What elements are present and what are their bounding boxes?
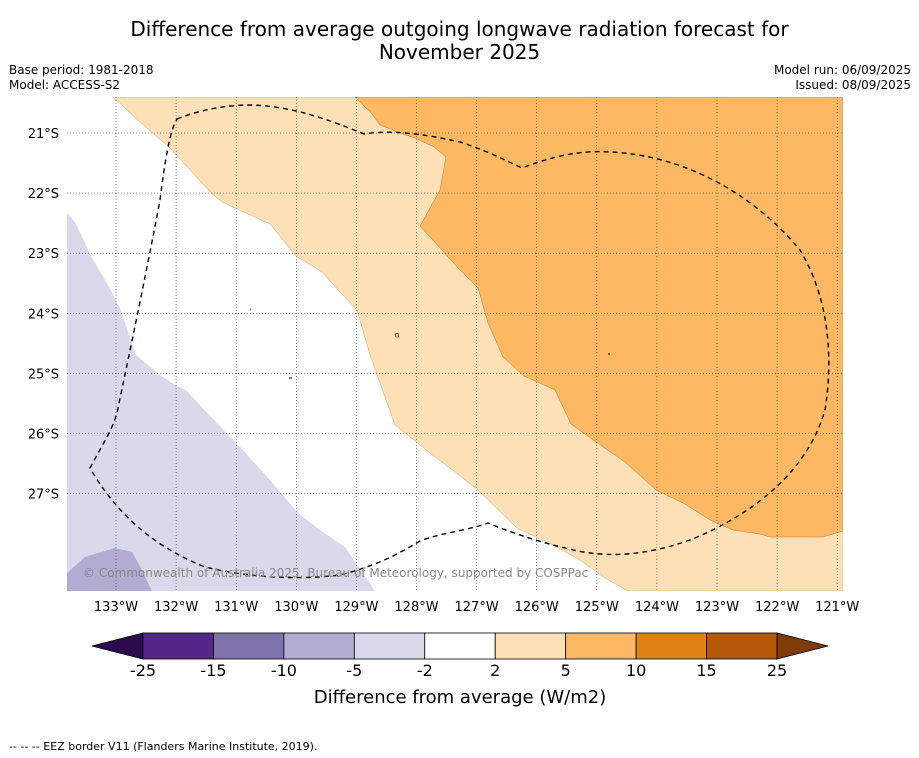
- longitude-tick-label: 122°W: [755, 600, 799, 615]
- island-mark: [249, 308, 252, 311]
- latitude-tick-label: 25°S: [28, 367, 59, 382]
- colorbar-tick-label: -15: [200, 661, 226, 680]
- colorbar-bin: [353, 632, 426, 660]
- colorbar-bin: [213, 632, 285, 660]
- latitude-labels: 21°S 22°S 23°S 24°S 25°S 26°S 27°S: [28, 127, 59, 503]
- region-neg5-neg2: [67, 213, 375, 591]
- longitude-tick-label: 131°W: [214, 600, 258, 615]
- colorbar-tick-label: -5: [346, 661, 362, 680]
- eez-footer-note: -- -- -- EEZ border V11 (Flanders Marine…: [9, 740, 318, 753]
- colorbar-tick-label: 5: [561, 661, 571, 680]
- eez-border: [89, 104, 830, 579]
- title-line-2: November 2025: [378, 40, 541, 64]
- copyright-text: © Commonwealth of Australia 2025, Bureau…: [83, 566, 588, 580]
- longitude-tick-label: 127°W: [455, 600, 499, 615]
- colorbar-tick-label: -10: [271, 661, 297, 680]
- base-period-text: Base period: 1981-2018: [9, 63, 154, 77]
- model-text: Model: ACCESS-S2: [9, 78, 121, 92]
- colorbar-bin: [494, 632, 567, 660]
- meta-left: Base period: 1981-2018 Model: ACCESS-S2: [9, 63, 154, 93]
- model-run-text: Model run: 06/09/2025: [773, 63, 911, 77]
- longitude-tick-label: 126°W: [515, 600, 559, 615]
- longitude-labels: 133°W 132°W 131°W 130°W 129°W 128°W 127°W 126°W…: [94, 600, 860, 615]
- colorbar-bin: [706, 632, 778, 660]
- colorbar-tick-label: 15: [696, 661, 716, 680]
- longitude-tick-label: 128°W: [394, 600, 438, 615]
- longitude-tick-label: 132°W: [154, 600, 198, 615]
- longitude-tick-label: 123°W: [695, 600, 739, 615]
- map-figure: © Commonwealth of Australia 2025, Bureau…: [28, 97, 860, 708]
- colorbar-bin: [565, 632, 637, 660]
- longitude-tick-label: 121°W: [815, 600, 859, 615]
- longitude-tick-label: 125°W: [575, 600, 619, 615]
- latitude-tick-label: 24°S: [28, 307, 59, 322]
- colorbar-tick-label: -2: [417, 661, 433, 680]
- latitude-tick-label: 27°S: [28, 488, 59, 503]
- colorbar-bin: [635, 632, 707, 660]
- region-neg10-neg5: [67, 548, 152, 591]
- latitude-tick-label: 21°S: [28, 127, 59, 142]
- colorbar-bin: [283, 632, 355, 660]
- colorbar-extend-high: [776, 632, 829, 660]
- colorbar-bin: [142, 632, 214, 660]
- title-line-1: Difference from average outgoing longwav…: [130, 17, 789, 41]
- colorbar-extend-low: [91, 632, 144, 660]
- issued-text: Issued: 08/09/2025: [795, 78, 911, 92]
- longitude-tick-label: 130°W: [274, 600, 318, 615]
- longitude-tick-label: 133°W: [94, 600, 138, 615]
- colorbar-bin: [424, 632, 496, 660]
- meta-right: Model run: 06/09/2025 Issued: 08/09/2025: [774, 63, 911, 93]
- latitude-tick-label: 26°S: [28, 428, 59, 443]
- map-plot-area: © Commonwealth of Australia 2025, Bureau…: [67, 97, 843, 591]
- latitude-tick-label: 22°S: [28, 187, 59, 202]
- colorbar-tick-label: 2: [490, 661, 500, 680]
- colorbar-tick-label: 25: [767, 661, 787, 680]
- colorbar-tick-label: -25: [130, 661, 156, 680]
- island-mark: [394, 332, 400, 338]
- colorbar-label: Difference from average (W/m2): [314, 687, 606, 708]
- longitude-tick-label: 129°W: [334, 600, 378, 615]
- latitude-tick-label: 23°S: [28, 247, 59, 262]
- region-5-10: [354, 97, 843, 538]
- colorbar: -25 -15 -10 -5 -2 2 5 10 15 25: [91, 632, 829, 680]
- map-title: Difference from average outgoing longwav…: [0, 18, 919, 64]
- colorbar-tick-label: 10: [626, 661, 646, 680]
- graticule: [67, 97, 843, 591]
- longitude-tick-label: 124°W: [635, 600, 679, 615]
